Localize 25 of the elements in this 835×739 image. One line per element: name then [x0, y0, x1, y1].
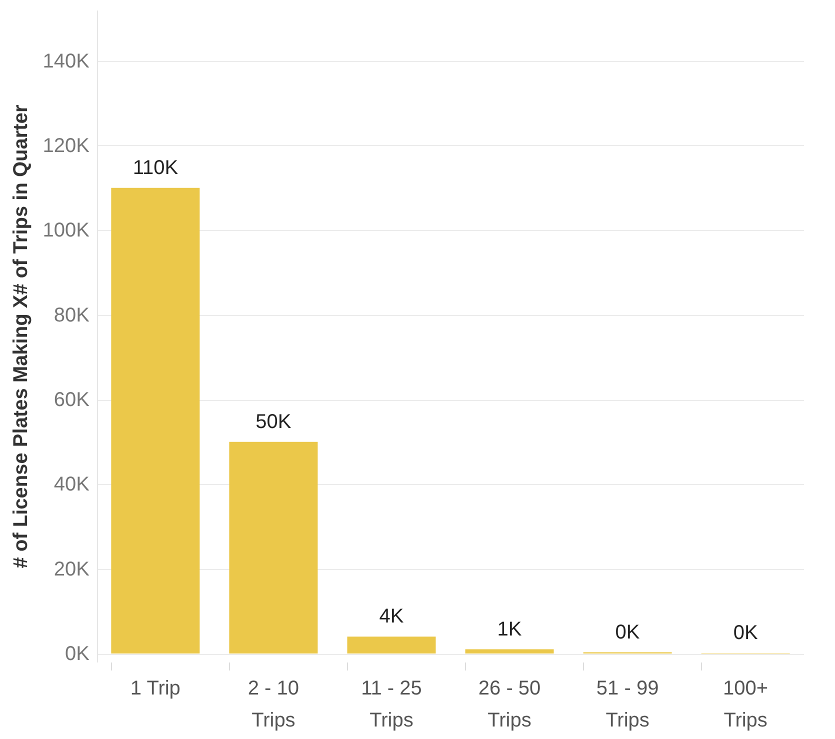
bar [229, 442, 318, 654]
y-tick-label: 60K [54, 389, 90, 412]
y-tick-label: 120K [42, 134, 90, 157]
y-tick-label: 140K [42, 50, 90, 72]
x-tick-label: 2 - 10 Trips [248, 678, 300, 732]
x-tick-label: 51 - 99 Trips [596, 678, 659, 732]
data-label: 50K [256, 410, 292, 433]
data-label: 0K [733, 622, 758, 644]
data-label: 1K [497, 618, 522, 640]
y-axis-title: # of License Plates Making X# of Trips in Quarter [10, 104, 32, 568]
data-label: 110K [132, 156, 179, 179]
bar [111, 188, 200, 654]
bar [465, 649, 554, 654]
y-tick-label: 100K [42, 220, 90, 242]
data-label: 4K [379, 606, 404, 628]
y-tick-label: 0K [65, 643, 90, 666]
bar [347, 636, 436, 654]
y-tick-label: 80K [54, 304, 90, 326]
y-tick-label: 40K [54, 474, 90, 496]
data-label: 0K [615, 621, 640, 644]
x-tick-label: 1 Trip [130, 678, 180, 700]
x-tick-label: 100+ Trips [723, 678, 768, 732]
x-tick-label: 11 - 25 Trips [361, 678, 422, 732]
x-tick-label: 26 - 50 Trips [478, 678, 541, 732]
y-tick-label: 20K [54, 558, 90, 580]
